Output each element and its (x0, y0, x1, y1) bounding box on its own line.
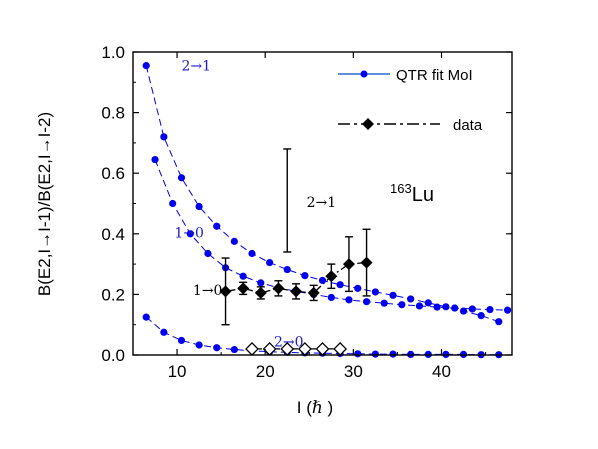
y-tick-label: 0.4 (101, 225, 125, 244)
transition-label: 2→0 (274, 334, 304, 350)
fit-point (301, 272, 309, 280)
legend-data-marker (362, 118, 374, 130)
y-tick-label: 0.2 (101, 285, 125, 304)
fit-point (327, 293, 335, 302)
fit-point (459, 307, 468, 315)
fit-point (266, 258, 274, 267)
fit-point (503, 306, 512, 314)
fit-point (195, 341, 203, 349)
y-tick-label: 0.6 (101, 164, 125, 183)
fit-point (495, 318, 503, 326)
legend-fit-label: QTR fit MoI (396, 67, 473, 84)
fit-point (477, 312, 485, 320)
fit-point (354, 350, 362, 358)
fit-point (239, 272, 247, 280)
fit-point (283, 265, 291, 274)
data-point (360, 256, 373, 269)
fit-point (468, 305, 476, 313)
data-points (142, 62, 512, 359)
fit-point (371, 350, 379, 358)
fit-point (177, 336, 186, 345)
x-tick-label: 40 (432, 362, 451, 381)
fit-point (257, 279, 265, 287)
x-tick-label: 10 (168, 362, 187, 381)
fit-point (380, 299, 388, 307)
transition-label: 2→1 (307, 195, 337, 211)
x-axis-label: I (ℏ ) (297, 398, 333, 418)
fit-point (204, 249, 212, 258)
fit-point (451, 304, 459, 312)
fit-point (362, 298, 371, 306)
fit-point (442, 303, 450, 311)
fit-point (424, 299, 432, 307)
fit-point (160, 328, 168, 336)
fit-point (398, 301, 406, 309)
fit-point (486, 305, 494, 314)
fit-point (142, 313, 150, 321)
fit-point (213, 222, 221, 230)
fit-point (151, 155, 159, 164)
fit-point (230, 345, 238, 354)
fit-point (318, 276, 327, 285)
legend-fit-marker (360, 70, 368, 78)
fit-point (345, 296, 353, 304)
y-tick-label: 1.0 (101, 43, 125, 62)
x-tick-label: 30 (344, 362, 363, 381)
fit-point (354, 284, 362, 292)
fit-point (248, 249, 256, 258)
data-point (325, 270, 338, 283)
fit-point (415, 302, 424, 310)
data-point (254, 286, 267, 299)
legend: QTR fit MoI data (338, 67, 483, 134)
fit-point (142, 62, 150, 70)
data-point (219, 285, 232, 298)
fit-curve-1 (154, 159, 508, 311)
transition-label: 1→0 (193, 283, 223, 299)
fit-point (433, 303, 441, 311)
transition-label: 2→1 (181, 59, 211, 75)
fit-point (186, 230, 194, 238)
data-point-open (245, 342, 259, 356)
fit-point (213, 344, 221, 352)
transition-label: 1→0 (174, 225, 204, 241)
fit-point (389, 350, 397, 358)
fit-point (371, 288, 379, 296)
nucleus-mass-number: 163 (390, 181, 412, 196)
fit-point (389, 291, 397, 299)
y-tick-label: 0.8 (101, 104, 125, 123)
x-tick-label: 20 (256, 362, 275, 381)
fit-point (336, 281, 344, 289)
nucleus-symbol: Lu (412, 184, 434, 206)
data-point (290, 285, 303, 298)
fit-point (230, 237, 238, 245)
nucleus-label: 163Lu (390, 181, 434, 206)
data-point (237, 282, 250, 295)
fit-point (177, 174, 186, 182)
fit-point (195, 202, 203, 211)
fit-point (407, 295, 415, 303)
y-tick-label: 0.0 (101, 346, 125, 365)
y-axis-label: B(E2,I→I-1)/B(E2,I→I-2) (35, 112, 54, 296)
fit-point (160, 133, 168, 141)
axis-ticks: 10 20 30 40 0.0 0.2 0.4 0.6 0.8 1.0 (101, 43, 512, 381)
transition-labels: 2→1 1→0 2→0 2→1 1→0 (174, 59, 336, 351)
legend-data-label: data (453, 117, 483, 134)
data-point (307, 286, 320, 299)
data-point (272, 282, 285, 295)
fit-point (169, 199, 177, 208)
data-point (342, 258, 355, 271)
